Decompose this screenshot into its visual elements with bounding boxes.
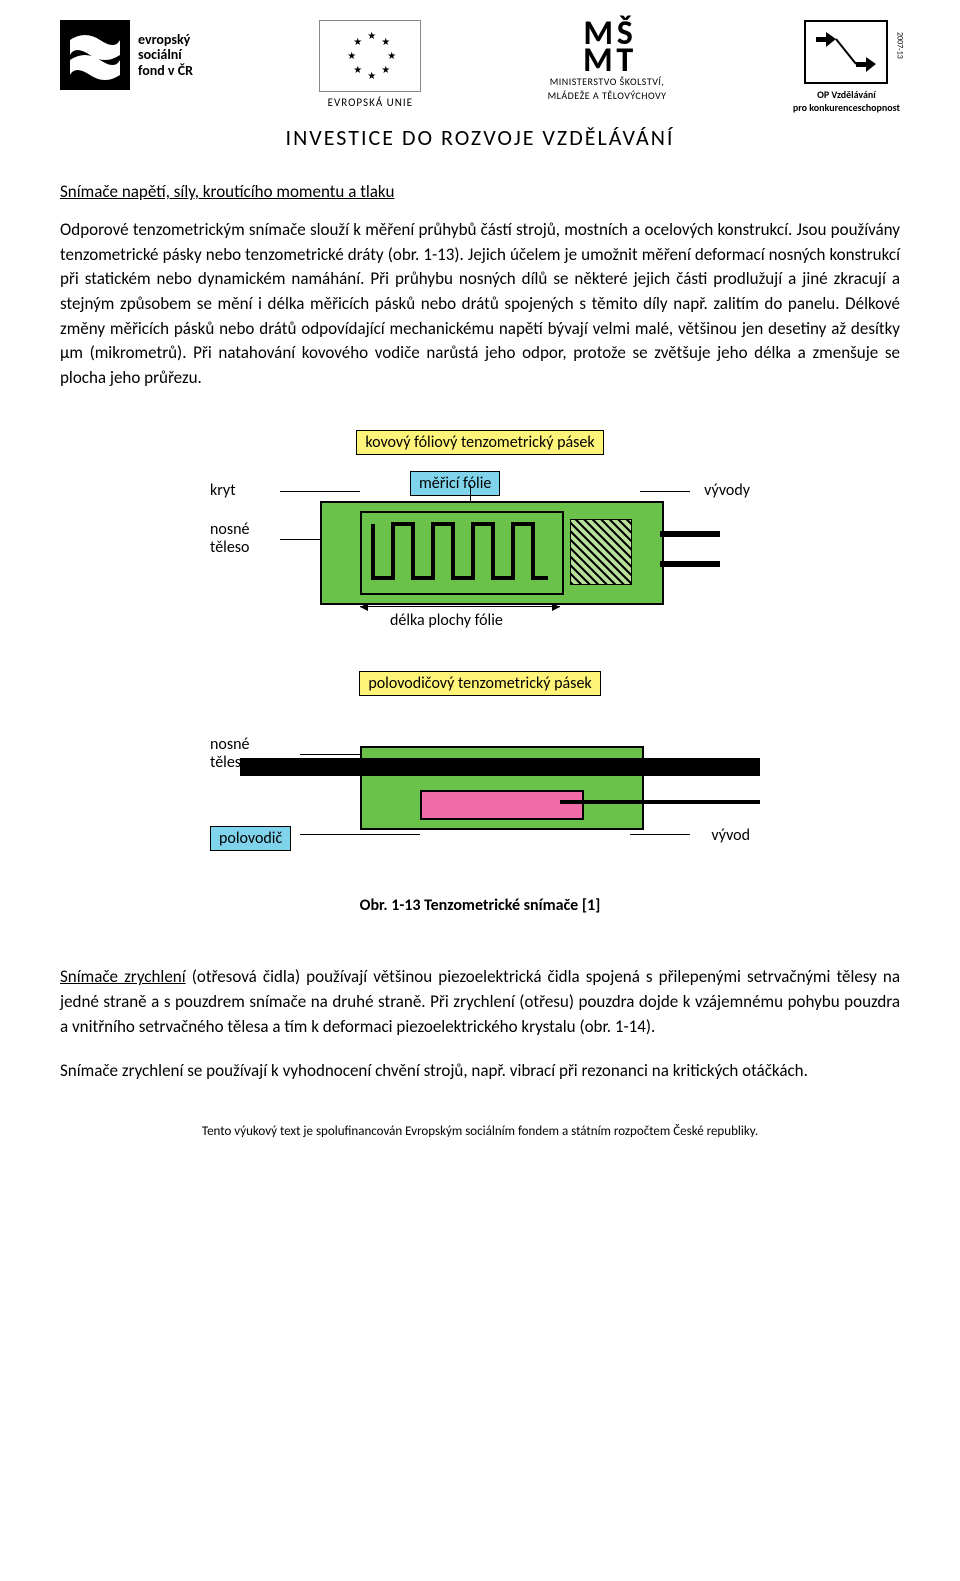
device-2 [360, 746, 640, 826]
label-vyvody: vývody [704, 481, 750, 500]
esf-text-3: fond v ČR [138, 63, 193, 78]
diagram: kovový fóliový tenzometrický pásek kryt … [210, 430, 750, 866]
diagram-title-1: kovový fóliový tenzometrický pásek [356, 430, 603, 455]
para2-underline: Snímače zrychlení [60, 966, 186, 987]
msmt-line1: MINISTERSTVO ŠKOLSTVÍ, [550, 76, 665, 88]
msmt-top2: M T [583, 47, 631, 74]
paragraph-2: Snímače zrychlení (otřesová čidla) použí… [60, 965, 900, 1039]
eu-label: EVROPSKÁ UNIE [328, 96, 413, 109]
section-title: Snímače napětí, síly, kroutícího momentu… [60, 181, 900, 202]
op-text1: OP Vzdělávání [817, 88, 876, 101]
msmt-logo: M Š M T MINISTERSTVO ŠKOLSTVÍ, MLÁDEŽE A… [548, 20, 667, 102]
paragraph-3: Snímače zrychlení se používají k vyhodno… [60, 1059, 900, 1084]
para2-rest: (otřesová čidla) používají většinou piez… [60, 966, 900, 1036]
label-folie: měřicí fólie [410, 471, 500, 496]
esf-logo: evropský sociální fond v ČR [60, 20, 193, 90]
label-polovodic: polovodič [210, 826, 291, 851]
op-text2: pro konkurenceschopnost [793, 101, 900, 114]
op-year: 2007-13 [894, 32, 904, 59]
footer: Tento výukový text je spolufinancován Ev… [60, 1124, 900, 1139]
banner: INVESTICE DO ROZVOJE VZDĚLÁVÁNÍ [60, 124, 900, 151]
figure-caption: Obr. 1-13 Tenzometrické snímače [1] [60, 896, 900, 915]
op-logo: 2007-13 OP Vzdělávání pro konkurencescho… [793, 20, 900, 114]
label-kryt: kryt [210, 481, 236, 500]
op-arrows-icon: 2007-13 [804, 20, 888, 84]
esf-icon [60, 20, 130, 90]
esf-text-1: evropský [138, 32, 193, 47]
eu-flag-icon: ★★ ★★ ★★ ★★ [319, 20, 421, 92]
label-vyvod: vývod [711, 826, 750, 845]
diagram-2: nosné těleso polovodič vývod [210, 726, 750, 866]
label-teleso-1: těleso [210, 538, 249, 557]
device-1 [320, 501, 690, 601]
label-delka: délka plochy fólie [390, 611, 503, 630]
msmt-line2: MLÁDEŽE A TĚLOVÝCHOVY [548, 90, 667, 102]
label-nosne-1: nosné [210, 520, 249, 539]
paragraph-1: Odporové tenzometrickým snímače slouží k… [60, 218, 900, 390]
diagram-title-2: polovodičový tenzometrický pásek [359, 671, 600, 696]
esf-text-2: sociální [138, 47, 193, 62]
label-nosne-2: nosné [210, 735, 249, 754]
diagram-1: kryt měřicí fólie vývody nosné těleso dé… [210, 461, 750, 641]
header-logos: evropský sociální fond v ČR ★★ ★★ ★★ ★★ … [60, 20, 900, 114]
eu-logo: ★★ ★★ ★★ ★★ EVROPSKÁ UNIE [319, 20, 421, 109]
